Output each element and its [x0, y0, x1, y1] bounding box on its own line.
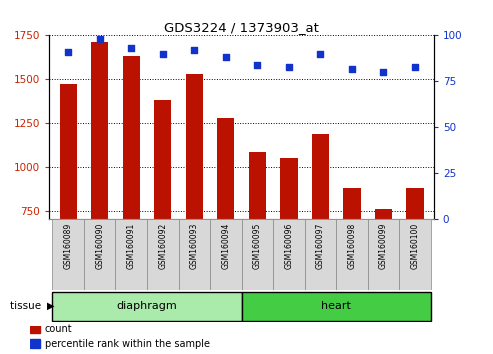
Text: GSM160094: GSM160094: [221, 223, 230, 269]
Point: [127, 45, 135, 51]
Bar: [91, 41, 108, 219]
Text: GSM160090: GSM160090: [95, 223, 104, 269]
Bar: [217, 118, 235, 219]
FancyBboxPatch shape: [52, 219, 84, 290]
FancyBboxPatch shape: [242, 219, 273, 290]
Bar: [60, 85, 77, 219]
Point: [253, 62, 261, 68]
FancyBboxPatch shape: [52, 292, 242, 321]
Text: tissue: tissue: [10, 301, 44, 310]
Bar: [375, 209, 392, 219]
Point: [348, 66, 356, 72]
Point: [64, 49, 72, 55]
Text: percentile rank within the sample: percentile rank within the sample: [45, 338, 210, 349]
Text: GSM160098: GSM160098: [348, 223, 356, 269]
Bar: [280, 158, 297, 219]
Text: count: count: [45, 324, 72, 334]
Point: [380, 69, 387, 75]
FancyBboxPatch shape: [115, 219, 147, 290]
Bar: [30, 324, 40, 333]
Bar: [406, 188, 423, 219]
Text: GSM160097: GSM160097: [316, 223, 325, 269]
Text: GSM160093: GSM160093: [190, 223, 199, 269]
Point: [222, 55, 230, 60]
Bar: [312, 135, 329, 219]
Text: GSM160095: GSM160095: [253, 223, 262, 269]
Point: [285, 64, 293, 69]
Bar: [154, 100, 172, 219]
Text: heart: heart: [321, 301, 351, 310]
FancyBboxPatch shape: [147, 219, 178, 290]
Text: GSM160091: GSM160091: [127, 223, 136, 269]
Text: GSM160096: GSM160096: [284, 223, 293, 269]
Text: GSM160099: GSM160099: [379, 223, 388, 269]
FancyBboxPatch shape: [336, 219, 368, 290]
FancyBboxPatch shape: [84, 219, 115, 290]
FancyBboxPatch shape: [368, 219, 399, 290]
FancyBboxPatch shape: [273, 219, 305, 290]
Text: GSM160092: GSM160092: [158, 223, 167, 269]
Point: [317, 51, 324, 57]
Bar: [248, 152, 266, 219]
Point: [96, 36, 104, 42]
FancyBboxPatch shape: [210, 219, 242, 290]
Bar: [186, 74, 203, 219]
FancyBboxPatch shape: [242, 292, 431, 321]
Bar: [343, 188, 360, 219]
Point: [411, 64, 419, 69]
Text: ▶: ▶: [47, 301, 54, 310]
Bar: [30, 339, 40, 348]
Point: [159, 51, 167, 57]
Bar: [123, 56, 140, 219]
FancyBboxPatch shape: [178, 219, 210, 290]
Text: GSM160089: GSM160089: [64, 223, 72, 269]
FancyBboxPatch shape: [305, 219, 336, 290]
FancyBboxPatch shape: [399, 219, 431, 290]
Text: diaphragm: diaphragm: [117, 301, 177, 310]
Title: GDS3224 / 1373903_at: GDS3224 / 1373903_at: [164, 21, 319, 34]
Point: [190, 47, 198, 53]
Text: GSM160100: GSM160100: [411, 223, 420, 269]
